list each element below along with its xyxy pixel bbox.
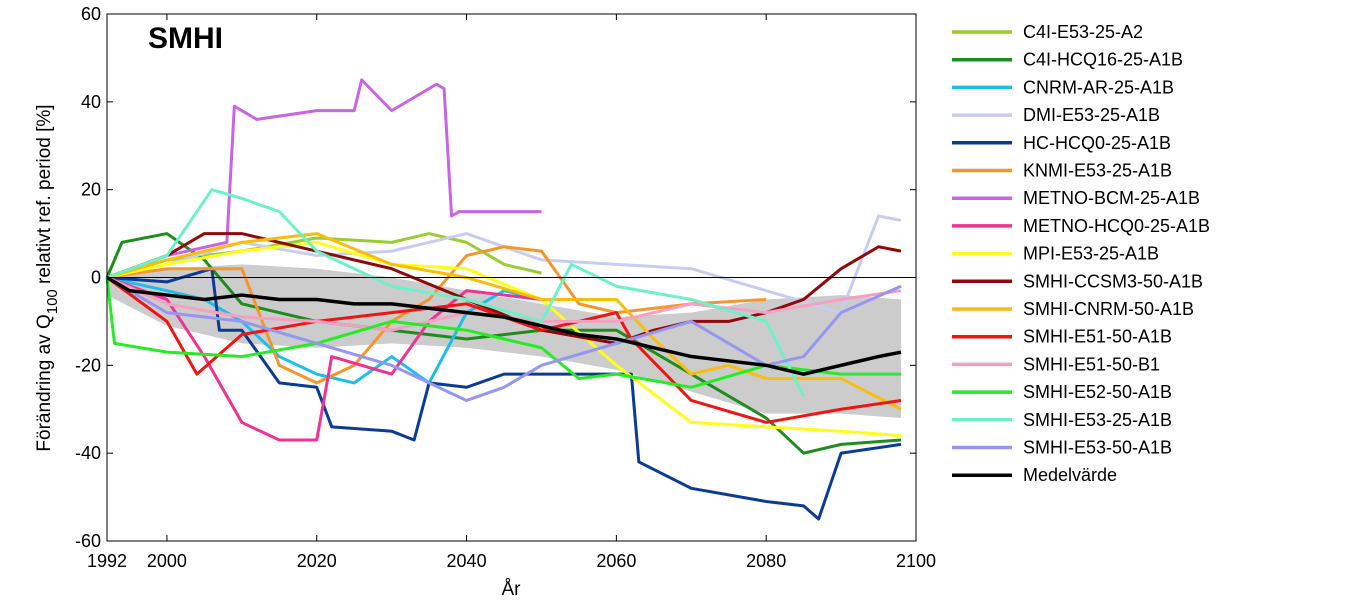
tick-labels: 1992 2000 2020 2040 2060 2080 2100-60-40-20020… [75,4,936,571]
series-layer [105,78,902,521]
legend-label-7: METNO-HCQ0-25-A1B [1023,216,1210,236]
series-line-14 [106,188,805,397]
series-line-16 [106,275,902,376]
x-tick-label: 2100 [896,551,936,571]
legend-label-6: METNO-BCM-25-A1B [1023,188,1200,208]
series-line-6 [106,78,542,279]
legend-label-3: DMI-E53-25-A1B [1023,105,1160,125]
legend: C4I-E53-25-A2 C4I-HCQ16-25-A1B CNRM-AR-25-… [952,22,1210,485]
x-tick-label: 2060 [596,551,636,571]
y-tick-label: 40 [81,92,101,112]
series-line-10 [106,232,902,411]
legend-label-11: SMHI-E51-50-A1B [1023,327,1172,347]
y-tick-label: 0 [91,268,101,288]
legend-label-2: CNRM-AR-25-A1B [1023,77,1174,97]
series-line-5 [106,245,767,385]
legend-label-4: HC-HCQ0-25-A1B [1023,133,1171,153]
legend-label-13: SMHI-E52-50-A1B [1023,382,1172,402]
y-tick-label: -60 [75,531,101,551]
series-line-1 [105,232,902,455]
y-axis-label: Förändring av Q100 relativt ref. period … [34,104,61,451]
legend-label-1: C4I-HCQ16-25-A1B [1023,50,1183,70]
x-tick-label: 1992 [87,551,127,571]
series-line-8 [106,240,902,438]
x-tick-label: 2000 [147,551,187,571]
y-axis-label-main: Förändring av Q [34,314,55,451]
legend-label-16: Medelvärde [1023,465,1117,485]
legend-label-10: SMHI-CNRM-50-A1B [1023,299,1194,319]
smhi-logo: SMHI [148,22,223,55]
y-tick-label: 60 [81,4,101,24]
y-tick-label: -20 [75,355,101,375]
x-tick-label: 2040 [447,551,487,571]
legend-label-15: SMHI-E53-50-A1B [1023,438,1172,458]
svg-text:Förändring av Q100 relativt re: Förändring av Q100 relativt ref. period … [34,104,61,451]
legend-label-12: SMHI-E51-50-B1 [1023,354,1160,374]
legend-label-5: KNMI-E53-25-A1B [1023,161,1172,181]
series-line-4 [106,267,902,521]
series-line-15 [106,276,902,402]
y-axis-label-sub: 100 [44,289,61,314]
legend-label-0: C4I-E53-25-A2 [1023,22,1143,42]
legend-label-8: MPI-E53-25-A1B [1023,244,1159,264]
x-axis-label: År [502,579,522,600]
legend-label-14: SMHI-E53-25-A1B [1023,410,1172,430]
legend-label-9: SMHI-CCSM3-50-A1B [1023,271,1203,291]
axes [106,13,917,542]
series-line-13 [105,277,902,389]
x-tick-label: 2080 [746,551,786,571]
y-tick-label: 20 [81,180,101,200]
y-axis-label-rest: relativt ref. period [%] [34,104,55,289]
x-tick-label: 2020 [297,551,337,571]
y-tick-label: -40 [75,443,101,463]
